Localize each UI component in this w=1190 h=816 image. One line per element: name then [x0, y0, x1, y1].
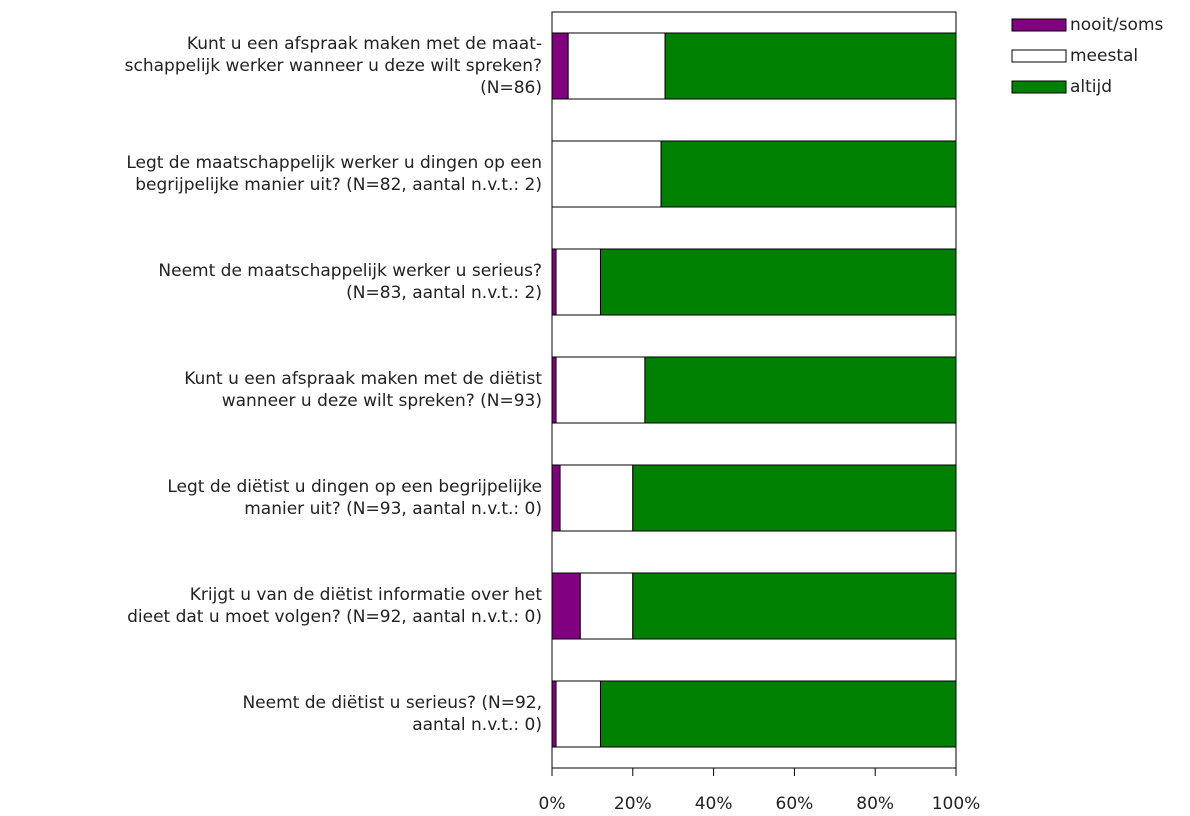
- bar-segment: [551, 140, 662, 208]
- x-tick-label: 20%: [614, 794, 652, 814]
- category-label: Neemt de diëtist u serieus? (N=92,: [242, 693, 542, 713]
- legend-swatch: [1011, 49, 1067, 63]
- bar-segment: [555, 356, 646, 424]
- category-label: (N=83, aantal n.v.t.: 2): [346, 283, 542, 303]
- bar-segment: [555, 248, 601, 316]
- category-label: wanneer u deze wilt spreken? (N=93): [222, 391, 542, 411]
- bar-segment: [551, 356, 557, 424]
- legend-label: nooit/soms: [1070, 15, 1164, 35]
- bar-segment: [599, 248, 957, 316]
- bar-segment: [644, 356, 957, 424]
- bar-segment: [567, 32, 666, 100]
- bar-segment: [599, 680, 957, 748]
- category-label: aantal n.v.t.: 0): [412, 715, 542, 735]
- category-label: Krijgt u van de diëtist informatie over …: [190, 585, 543, 605]
- bar-segment: [551, 464, 561, 532]
- bar-segment: [632, 572, 957, 640]
- bar-segment: [660, 140, 957, 208]
- category-label: Neemt de maatschappelijk werker u serieu…: [158, 261, 542, 281]
- category-label: Kunt u een afspraak maken met de maat-: [187, 34, 542, 54]
- category-label: schappelijk werker wanneer u deze wilt s…: [125, 56, 542, 76]
- category-label: Legt de diëtist u dingen op een begrijpe…: [167, 477, 542, 497]
- x-tick-label: 0%: [539, 794, 566, 814]
- bar-segment: [579, 572, 634, 640]
- bar-segment: [664, 32, 957, 100]
- category-label: Kunt u een afspraak maken met de diëtist: [184, 369, 542, 389]
- x-tick-label: 80%: [856, 794, 894, 814]
- category-label: begrijpelijke manier uit? (N=82, aantal …: [135, 175, 542, 195]
- category-label: manier uit? (N=93, aantal n.v.t.: 0): [244, 499, 542, 519]
- legend-swatch: [1011, 80, 1067, 94]
- legend-swatch: [1011, 18, 1067, 32]
- x-tick-label: 100%: [932, 794, 981, 814]
- legend-label: altijd: [1070, 77, 1112, 97]
- bar-segment: [551, 680, 557, 748]
- bar-segment: [559, 464, 634, 532]
- x-tick-label: 40%: [695, 794, 733, 814]
- category-label: (N=86): [480, 78, 542, 98]
- bar-segment: [551, 248, 557, 316]
- legend-label: meestal: [1070, 46, 1138, 66]
- bar-segment: [551, 572, 581, 640]
- bar-segment: [555, 680, 601, 748]
- bar-segment: [551, 32, 569, 100]
- category-label: dieet dat u moet volgen? (N=92, aantal n…: [127, 607, 542, 627]
- bar-segment: [632, 464, 957, 532]
- category-label: Legt de maatschappelijk werker u dingen …: [126, 153, 542, 173]
- x-tick-label: 60%: [776, 794, 814, 814]
